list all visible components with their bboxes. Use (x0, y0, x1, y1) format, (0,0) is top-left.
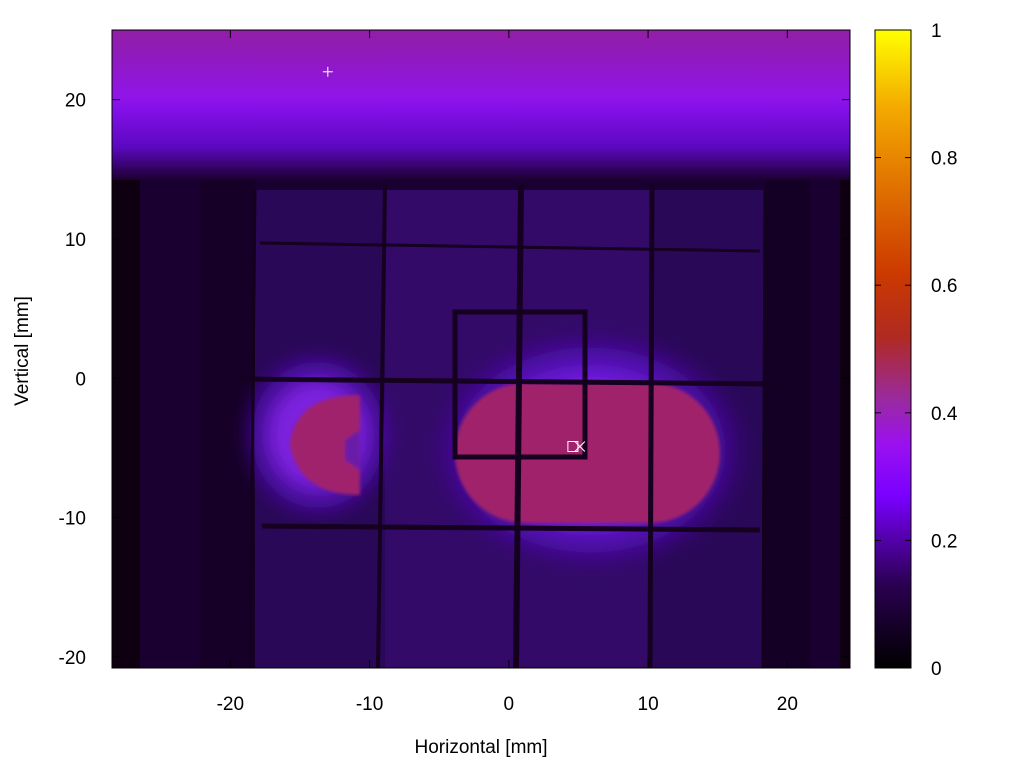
colorbar-gradient (874, 29, 912, 669)
colorbar-tick-label: 0 (931, 659, 942, 680)
y-axis-title: Vertical [mm] (12, 296, 33, 406)
grid-line-h2 (239, 376, 781, 387)
marker-x-b (574, 441, 586, 452)
grid-line-h3 (261, 523, 761, 533)
y-tick-label: 20 (65, 91, 86, 112)
colorbar-ticks: 0 0.2 0.4 0.6 0.8 1 (875, 21, 958, 680)
grid-line-v4 (248, 189, 257, 668)
colorbar-tick-label: 0.6 (931, 276, 957, 297)
colorbar-tick-label: 0.4 (931, 404, 958, 425)
secondary-beam-notch (345, 430, 360, 470)
detector-right-edge (765, 180, 810, 668)
x-tick-label: 0 (504, 694, 515, 715)
x-tick-label: -20 (217, 694, 244, 715)
grid-line-v1 (376, 184, 387, 668)
colorbar-tick-label: 1 (931, 21, 942, 42)
upper-band-tint (112, 30, 850, 110)
grid-line-v5 (761, 189, 767, 668)
colorbar-tick-label: 0.8 (931, 149, 957, 170)
grid-line-v3 (647, 184, 655, 668)
grid-line-v2 (513, 184, 524, 668)
y-tick-label: -10 (59, 509, 86, 530)
plot-frame (111, 29, 851, 669)
y-axis: -20 -10 0 10 20 (59, 91, 850, 669)
grid-inner-box (452, 309, 588, 460)
x-tick-label: 10 (638, 694, 659, 715)
x-axis: -20 -10 0 10 20 (217, 30, 798, 715)
x-axis-title: Horizontal [mm] (414, 737, 547, 758)
x-tick-label: -10 (356, 694, 383, 715)
y-tick-label: -20 (59, 648, 86, 669)
colorbar: 0 0.2 0.4 0.6 0.8 1 (874, 21, 958, 680)
markers (322, 66, 586, 453)
grid-line-h1 (259, 241, 761, 253)
heatmap-image (112, 30, 850, 668)
y-tick-label: 0 (75, 369, 86, 390)
x-tick-label: 20 (777, 694, 798, 715)
marker-square (567, 441, 579, 453)
colorbar-tick-label: 0.2 (931, 531, 957, 552)
detector-grid-lines (239, 184, 781, 668)
secondary-beam-spot (290, 395, 360, 495)
y-tick-label: 10 (65, 230, 86, 251)
